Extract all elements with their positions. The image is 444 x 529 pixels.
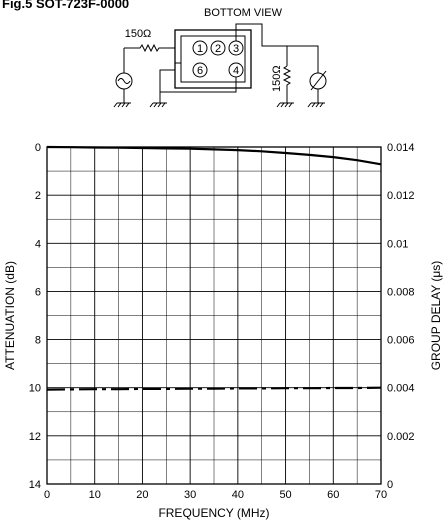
pin-6-label: 6 bbox=[197, 65, 203, 77]
ground-icon bbox=[113, 102, 131, 108]
pin4-ground-wire bbox=[160, 77, 237, 93]
y-tick-label: 8 bbox=[35, 335, 41, 347]
attenuation-line bbox=[46, 145, 382, 166]
pin-1-label: 1 bbox=[197, 43, 203, 55]
y2-tick-label: 0.008 bbox=[387, 286, 415, 298]
x-tick-label: 50 bbox=[279, 489, 291, 501]
pin-6: 6 bbox=[192, 62, 208, 78]
y-tick-label: 12 bbox=[29, 431, 41, 443]
pin-4-label: 4 bbox=[233, 65, 239, 77]
output-wire bbox=[235, 23, 319, 74]
ground-icon bbox=[149, 102, 167, 108]
x-tick-label: 0 bbox=[44, 489, 50, 501]
pin-2-label: 2 bbox=[215, 43, 221, 55]
meter-icon bbox=[309, 70, 327, 91]
circuit-title: BOTTOM VIEW bbox=[204, 7, 283, 19]
ground-icon bbox=[307, 102, 325, 108]
resistor-right-label: 150Ω bbox=[271, 65, 283, 92]
y-tick-label: 10 bbox=[29, 383, 41, 395]
y2-tick-label: 0.012 bbox=[387, 190, 415, 202]
y2-tick-label: 0.006 bbox=[387, 335, 415, 347]
x-tick-label: 20 bbox=[136, 489, 148, 501]
group-delay-line bbox=[46, 386, 382, 391]
y2-tick-labels: 0 0.002 0.004 0.006 0.008 0.01 0.012 0.014 bbox=[387, 142, 415, 491]
x-tick-label: 40 bbox=[232, 489, 244, 501]
y2-tick-label: 0.002 bbox=[387, 431, 415, 443]
chart-grid bbox=[46, 146, 382, 485]
pin-4: 4 bbox=[228, 62, 244, 78]
x-tick-label: 60 bbox=[327, 489, 339, 501]
x-tick-labels: 0 10 20 30 40 50 60 70 bbox=[44, 489, 387, 501]
y2-tick-label: 0 bbox=[387, 479, 393, 491]
signal-source-icon bbox=[115, 72, 133, 90]
y-axis-label: ATTENUATION (dB) bbox=[3, 261, 17, 370]
y-tick-label: 4 bbox=[35, 238, 41, 250]
figure-label: Fig.5 SOT-723F-0000 bbox=[2, 0, 129, 11]
y2-axis-label: GROUP DELAY (μs) bbox=[429, 261, 443, 371]
y2-tick-label: 0.004 bbox=[387, 383, 415, 395]
x-axis-label: FREQUENCY (MHz) bbox=[158, 506, 269, 520]
plot-area bbox=[46, 146, 382, 485]
resistor-left bbox=[124, 43, 175, 53]
y-tick-label: 2 bbox=[35, 190, 41, 202]
package-inner bbox=[180, 35, 246, 83]
x-tick-label: 10 bbox=[89, 489, 101, 501]
resistor-right bbox=[282, 65, 292, 103]
chart-series bbox=[46, 145, 382, 391]
y-tick-labels: 0 2 4 6 8 10 12 14 bbox=[29, 142, 41, 491]
x-tick-label: 70 bbox=[375, 489, 387, 501]
circuit-diagram: BOTTOM VIEW 1 2 3 6 4 150Ω bbox=[113, 7, 327, 108]
pin-3: 3 bbox=[228, 40, 244, 56]
pin6-ground-wire bbox=[159, 62, 181, 103]
y2-tick-label: 0.01 bbox=[387, 238, 408, 250]
pin-3-label: 3 bbox=[233, 43, 239, 55]
y-tick-label: 6 bbox=[35, 286, 41, 298]
resistor-left-label: 150Ω bbox=[125, 28, 152, 40]
y-tick-label: 0 bbox=[35, 142, 41, 154]
pin-2: 2 bbox=[210, 40, 226, 56]
y2-tick-label: 0.014 bbox=[387, 142, 415, 154]
package-outer bbox=[174, 29, 252, 89]
ground-icon bbox=[276, 102, 294, 108]
y-tick-label: 14 bbox=[29, 479, 41, 491]
x-tick-label: 30 bbox=[184, 489, 196, 501]
pin-1: 1 bbox=[192, 40, 208, 56]
